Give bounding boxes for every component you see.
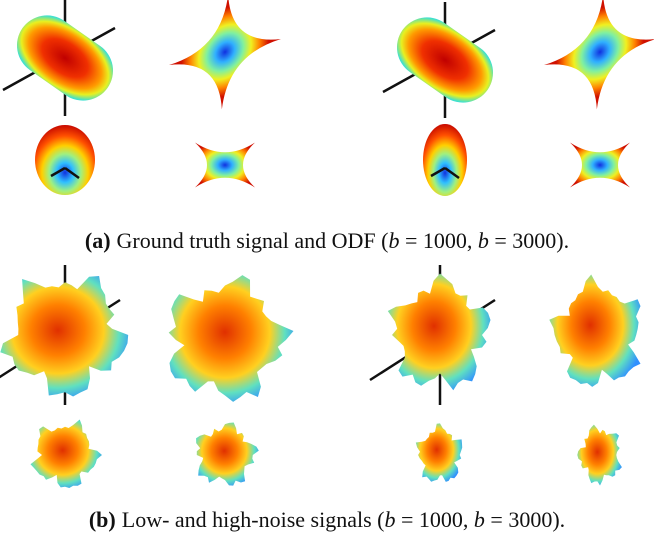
caption-a: (a)Ground truth signal and ODF (b = 1000…: [0, 228, 654, 254]
caption-b: (b)Low- and high-noise signals (b = 1000…: [0, 507, 654, 533]
odf-shape: [169, 0, 281, 109]
caption-text: Ground truth signal and ODF (: [117, 228, 389, 253]
figure: [0, 0, 654, 539]
caption-var: b: [478, 228, 489, 253]
caption-var: b: [384, 507, 395, 532]
odf-shape: [195, 143, 255, 188]
caption-text: = 1000,: [399, 228, 477, 253]
caption-var: b: [388, 228, 399, 253]
odf-shape: [544, 0, 654, 109]
signal-shape: [423, 124, 467, 196]
caption-var: b: [474, 507, 485, 532]
caption-text: = 3000).: [489, 228, 569, 253]
caption-text: = 3000).: [485, 507, 565, 532]
caption-text: = 1000,: [395, 507, 473, 532]
noisy-shape: [196, 423, 259, 486]
noisy-shape: [549, 275, 640, 387]
noisy-shape: [416, 423, 462, 482]
noisy-shape: [169, 275, 294, 402]
signal-shape: [35, 125, 95, 195]
odf-shape: [570, 143, 630, 188]
noisy-shape: [0, 276, 128, 397]
caption-label: (b): [89, 507, 116, 532]
noisy-shape: [577, 425, 622, 486]
noisy-shape: [388, 274, 491, 391]
caption-text: Low- and high-noise signals (: [122, 507, 385, 532]
noisy-shape: [31, 420, 103, 489]
page: (a)Ground truth signal and ODF (b = 1000…: [0, 0, 654, 539]
caption-label: (a): [85, 228, 111, 253]
